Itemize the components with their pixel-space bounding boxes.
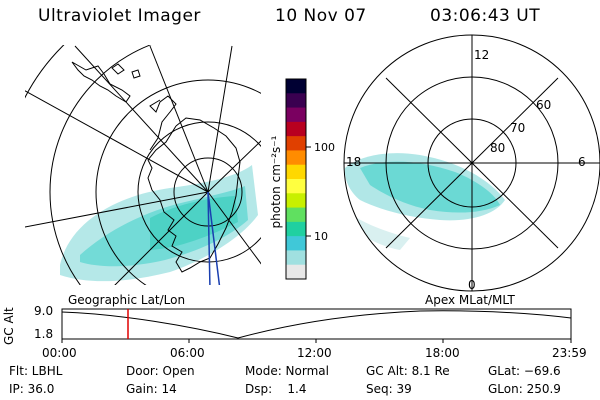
orbit-y-tick-high: 9.0 (34, 304, 54, 318)
orbit-altitude-panel (61, 308, 572, 343)
orbit-x-ticks (61, 339, 572, 343)
colorbar-cell (286, 136, 306, 151)
date-label: 10 Nov 07 (275, 6, 367, 26)
info-gc-alt: GC Alt: 8.1 Re (366, 364, 450, 378)
orbit-x-tick-label: 23:59 (552, 346, 587, 360)
colorbar-cell (286, 193, 306, 209)
colorbar-cell (286, 179, 306, 194)
orbit-plot-frame (61, 308, 572, 340)
orbit-x-tick-label: 12:00 (297, 346, 332, 360)
orbit-left-title: Geographic Lat/Lon (68, 293, 186, 307)
colorbar-cell (286, 264, 306, 280)
orbit-right-title: Apex MLat/MLT (425, 293, 515, 307)
info-filter: Flt: LBHL (9, 364, 63, 378)
info-glat: GLat: −69.6 (488, 364, 561, 378)
info-dsp: Dsp: 1.4 (245, 382, 307, 396)
colorbar-tick-label: 100 (314, 141, 335, 154)
mlat-label-70: 70 (510, 121, 525, 135)
mlt-label-12: 12 (474, 48, 489, 62)
time-label: 03:06:43 UT (430, 6, 541, 26)
mlt-label-0: 0 (468, 278, 476, 292)
colorbar-cell (286, 79, 306, 94)
mlat-label-60: 60 (536, 98, 551, 112)
colorbar-cell (286, 121, 306, 137)
orbit-x-tick-label: 00:00 (42, 346, 77, 360)
info-seq: Seq: 39 (366, 382, 412, 396)
mlat-label-80: 80 (490, 141, 505, 155)
instrument-title: Ultraviolet Imager (38, 6, 201, 26)
south-america-coastline (71, 61, 141, 103)
info-ip: IP: 36.0 (9, 382, 55, 396)
colorbar: 100 10 photon cm⁻²s⁻¹ (269, 78, 335, 280)
info-glon: GLon: 250.9 (488, 382, 561, 396)
longitude-lines (25, 45, 261, 285)
info-mode: Mode: Normal (245, 364, 329, 378)
colorbar-tick-label: 10 (314, 230, 328, 243)
colorbar-cell (286, 236, 306, 251)
colorbar-cell (286, 107, 306, 123)
satellite-track-line (207, 191, 211, 285)
colorbar-cell (286, 93, 306, 109)
colorbar-unit-label: photon cm⁻²s⁻¹ (269, 135, 283, 228)
orbit-y-axis-label: GC Alt (2, 307, 16, 345)
info-door: Door: Open (126, 364, 195, 378)
colorbar-cell (286, 164, 306, 180)
antarctica-coastline (147, 95, 241, 273)
mlt-lines (344, 35, 600, 291)
colorbar-cell (286, 207, 306, 223)
orbit-x-tick-label: 18:00 (425, 346, 460, 360)
colorbar-cell (286, 150, 306, 166)
mlt-label-18: 18 (346, 155, 361, 169)
mlt-label-6: 6 (578, 155, 586, 169)
colorbar-frame (285, 78, 307, 280)
polar-plot-panel: 12 18 6 0 60 70 80 (343, 34, 600, 292)
colorbar-cell (286, 250, 306, 266)
colorbar-cell (286, 221, 306, 237)
geographic-map-panel (25, 45, 261, 285)
orbit-x-tick-label: 06:00 (170, 346, 205, 360)
info-gain: Gain: 14 (126, 382, 177, 396)
satellite-track-line (207, 191, 221, 285)
orbit-y-tick-low: 1.8 (34, 327, 54, 341)
altitude-curve (61, 310, 572, 339)
